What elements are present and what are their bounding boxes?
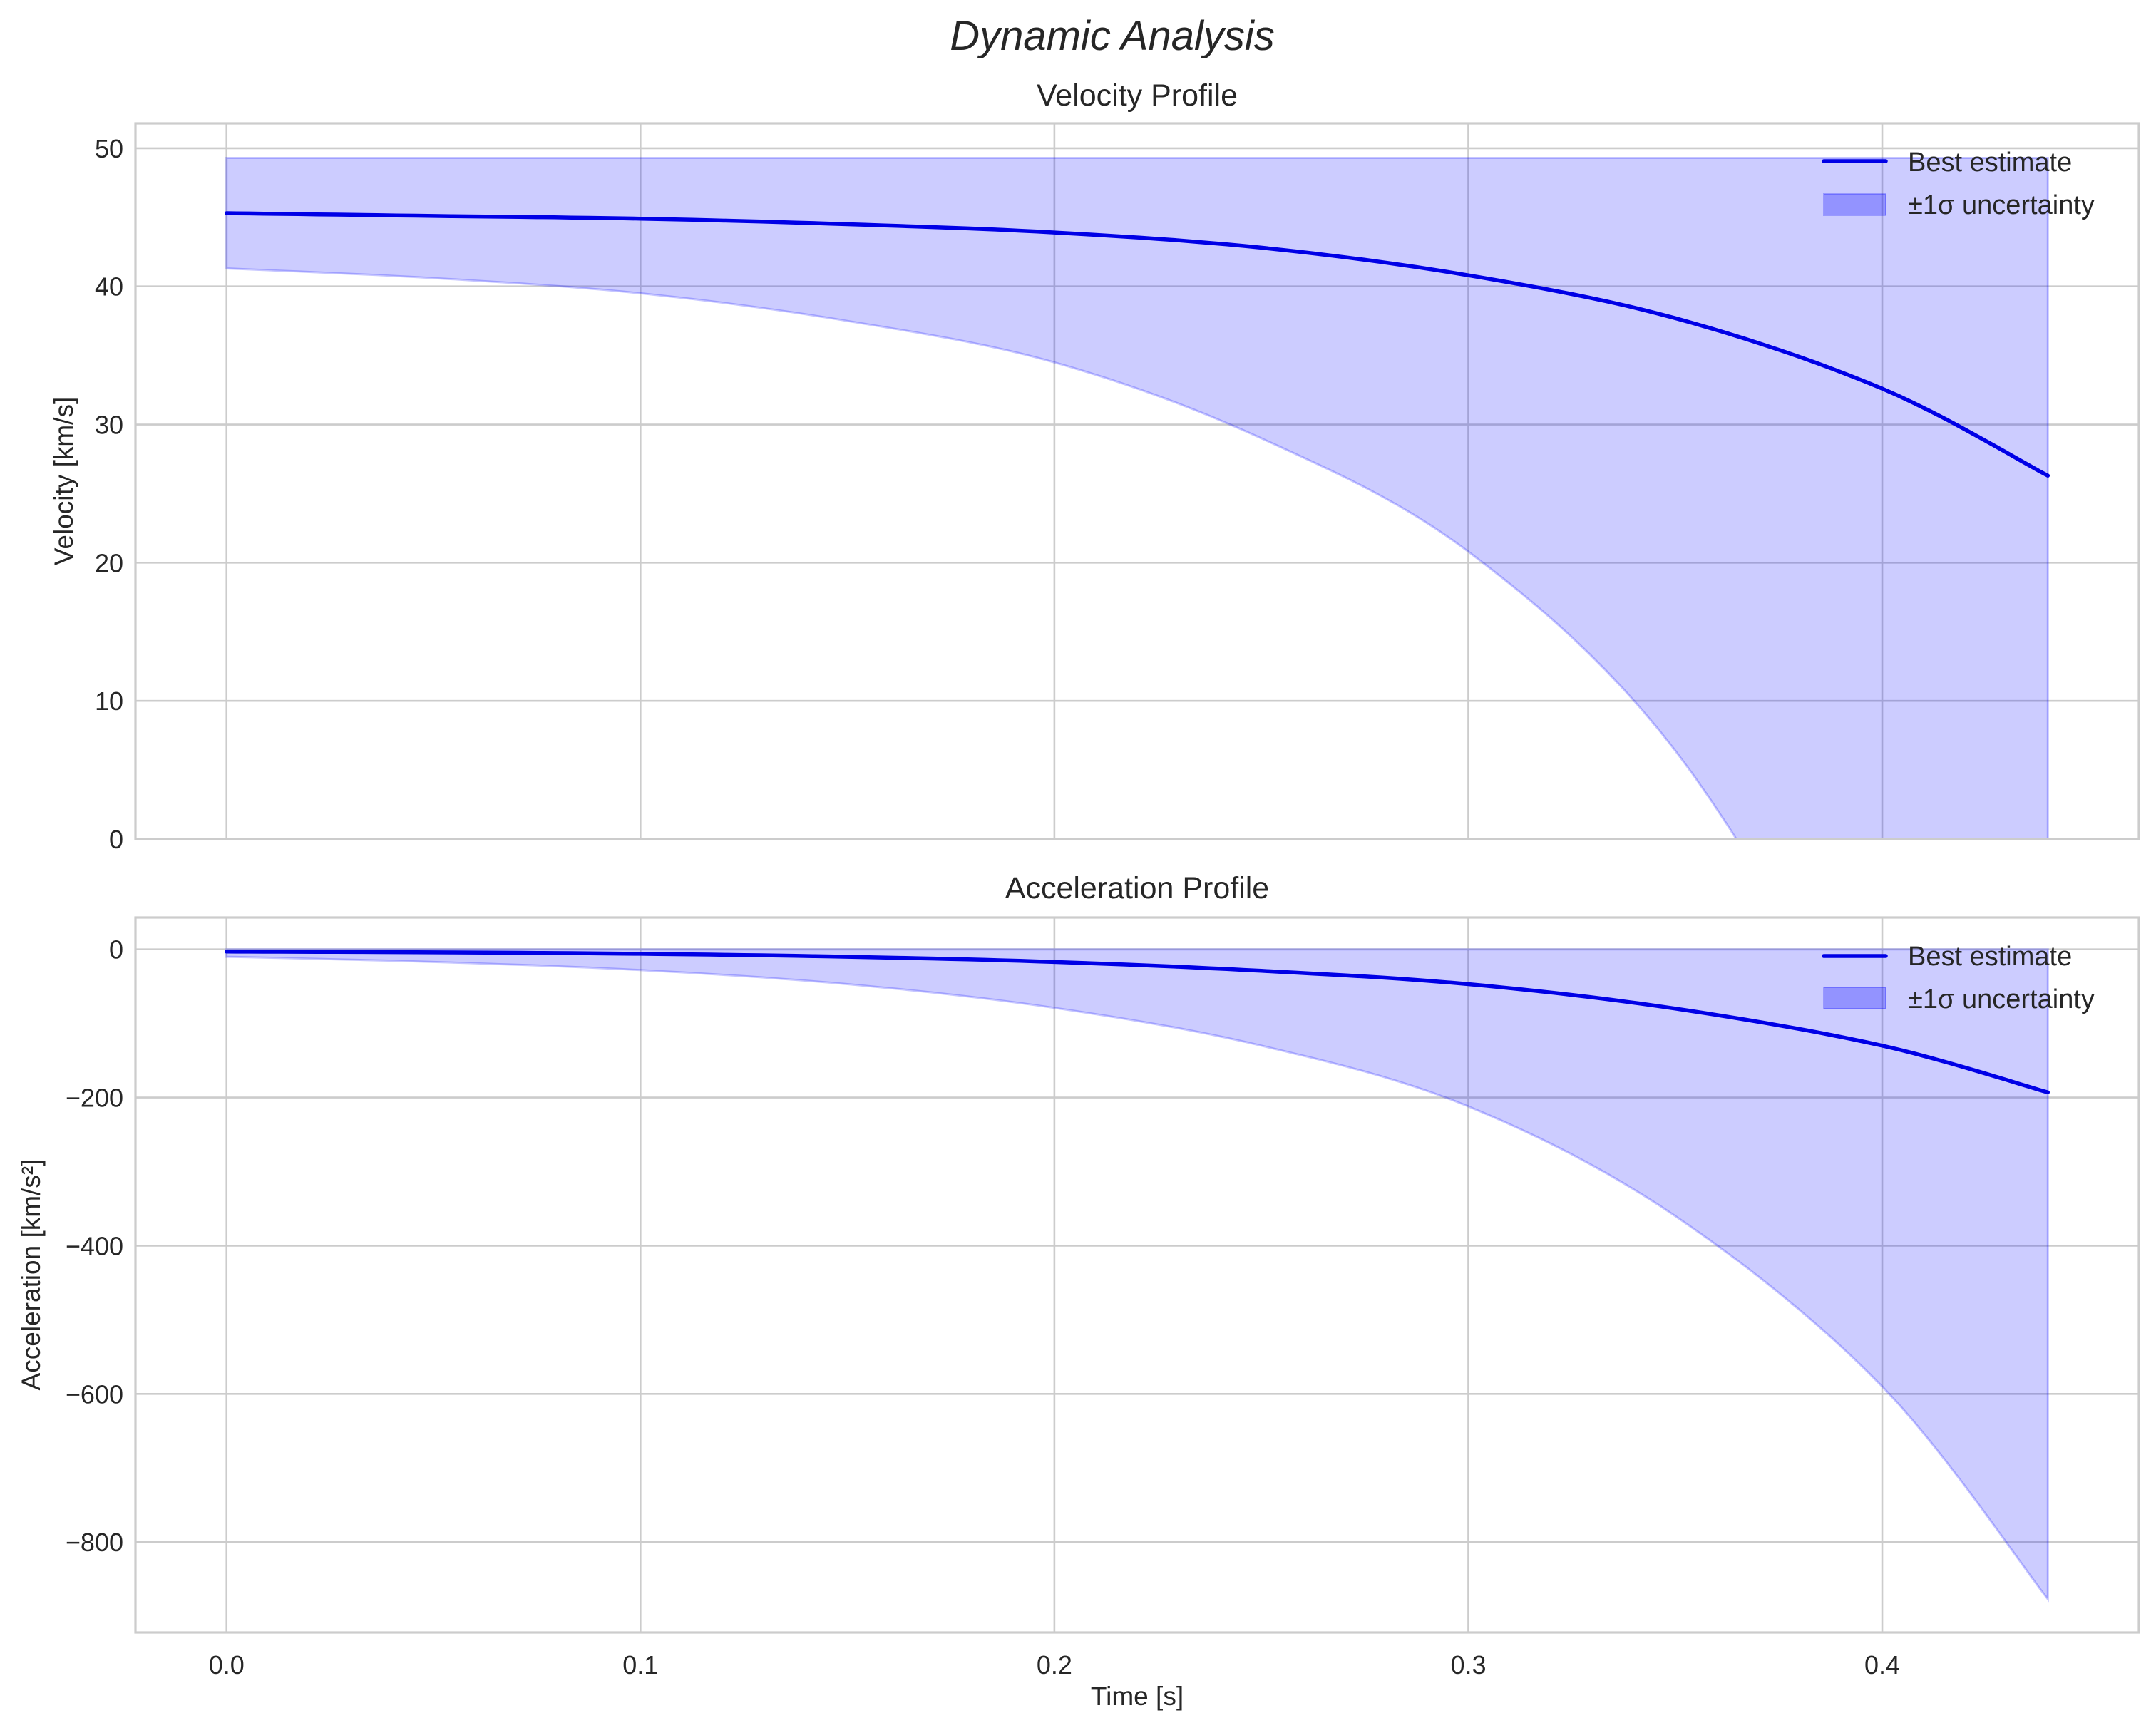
acceleration-x-tick-labels: 0.0 0.1 0.2 0.3 0.4 bbox=[209, 1650, 1900, 1680]
y-tick-label: 30 bbox=[95, 411, 123, 440]
y-tick-label: −400 bbox=[66, 1231, 123, 1260]
y-tick-label: 40 bbox=[95, 272, 123, 302]
acceleration-y-tick-labels: 0 −200 −400 −600 −800 bbox=[66, 935, 123, 1558]
velocity-gridlines bbox=[135, 123, 2139, 840]
uncertainty-band-area bbox=[225, 948, 2049, 1603]
axes-border bbox=[134, 122, 2140, 840]
y-tick-label: 10 bbox=[95, 686, 123, 716]
legend-label-uncertainty: ±1σ uncertainty bbox=[1908, 190, 2095, 220]
acceleration-axes-frame bbox=[134, 916, 2140, 1634]
velocity-uncertainty-band bbox=[225, 157, 2049, 839]
x-tick-label: 0.0 bbox=[209, 1650, 245, 1680]
y-tick-label: −800 bbox=[66, 1528, 123, 1557]
y-tick-label: 20 bbox=[95, 548, 123, 577]
legend-band-swatch bbox=[1823, 987, 1886, 1009]
velocity-subplot-title: Velocity Profile bbox=[1037, 78, 1238, 113]
axes-border bbox=[134, 916, 2140, 1634]
acceleration-best-estimate-line bbox=[224, 950, 2050, 1095]
x-tick-label: 0.4 bbox=[1864, 1650, 1900, 1680]
acceleration-subplot-title: Acceleration Profile bbox=[1005, 871, 1269, 905]
acceleration-legend: Best estimate ±1σ uncertainty bbox=[1822, 942, 2095, 1014]
y-tick-label: 0 bbox=[109, 825, 123, 854]
x-tick-label: 0.2 bbox=[1037, 1650, 1072, 1680]
legend-label-uncertainty: ±1σ uncertainty bbox=[1908, 984, 2095, 1014]
legend-label-best-estimate: Best estimate bbox=[1908, 942, 2072, 972]
velocity-y-axis-label: Velocity [km/s] bbox=[49, 397, 78, 565]
velocity-axes-frame bbox=[134, 122, 2140, 840]
x-axis-label: Time [s] bbox=[1091, 1682, 1184, 1711]
best-estimate-curve bbox=[224, 211, 2050, 478]
x-tick-label: 0.1 bbox=[622, 1650, 658, 1680]
legend-band-swatch bbox=[1823, 193, 1886, 216]
velocity-best-estimate-line bbox=[224, 211, 2050, 478]
velocity-legend: Best estimate ±1σ uncertainty bbox=[1822, 148, 2095, 220]
uncertainty-band-area bbox=[225, 157, 2049, 839]
velocity-y-tick-labels: 0 10 20 30 40 50 bbox=[95, 134, 123, 854]
acceleration-gridlines bbox=[135, 917, 2139, 1632]
acceleration-uncertainty-band bbox=[225, 948, 2049, 1603]
velocity-subplot: Velocity Profile 0 10 20 30 40 50 Velocity [k… bbox=[49, 78, 2140, 854]
best-estimate-curve bbox=[224, 950, 2050, 1095]
y-tick-label: −600 bbox=[66, 1379, 123, 1409]
figure-title: Dynamic Analysis bbox=[950, 13, 1275, 59]
y-tick-label: −200 bbox=[66, 1084, 123, 1113]
y-tick-label: 50 bbox=[95, 134, 123, 163]
acceleration-subplot: Acceleration Profile 0 −200 −400 −600 −800 0… bbox=[16, 871, 2140, 1711]
legend-label-best-estimate: Best estimate bbox=[1908, 148, 2072, 178]
acceleration-y-axis-label: Acceleration [km/s²] bbox=[16, 1159, 46, 1391]
x-tick-label: 0.3 bbox=[1450, 1650, 1486, 1680]
y-tick-label: 0 bbox=[109, 935, 123, 965]
